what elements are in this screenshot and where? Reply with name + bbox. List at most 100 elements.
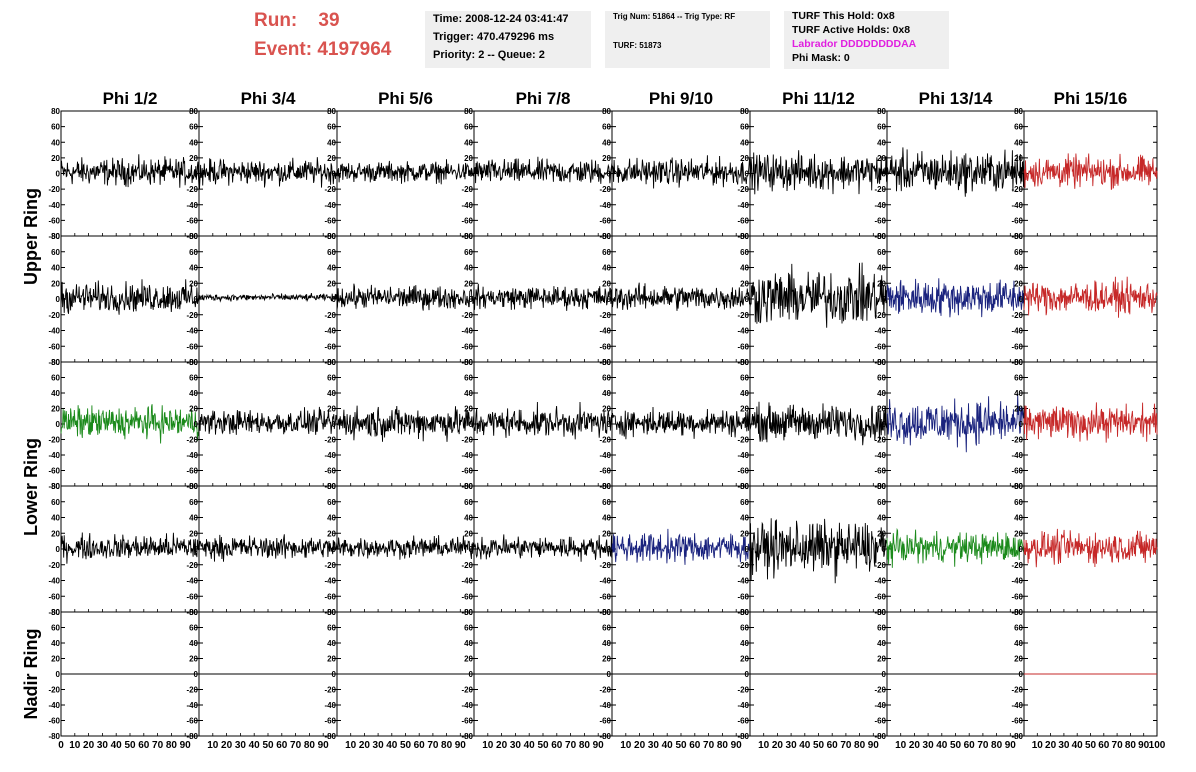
y-tick-label: -80 xyxy=(48,232,60,241)
column-title: Phi 15/16 xyxy=(1054,89,1128,108)
waveform-trace xyxy=(198,157,338,190)
event-value: 4197964 xyxy=(317,39,392,60)
y-tick-label: -20 xyxy=(461,185,473,194)
y-tick-label: 40 xyxy=(877,138,886,147)
y-tick-label: 20 xyxy=(464,405,473,414)
y-tick-label: 0 xyxy=(194,670,199,679)
x-tick-label: 30 xyxy=(648,740,660,751)
y-tick-label: -40 xyxy=(737,327,749,336)
y-tick-label: 20 xyxy=(877,279,886,288)
panel-frame xyxy=(60,485,200,613)
y-tick-label: -80 xyxy=(48,732,60,741)
y-tick-label: -20 xyxy=(1011,436,1023,445)
y-tick-label: 60 xyxy=(327,498,336,507)
turf-info-box: TURF This Hold: 0x8 TURF Active Holds: 0… xyxy=(784,10,949,69)
y-tick-label: 60 xyxy=(740,374,749,383)
y-tick-label: 40 xyxy=(877,389,886,398)
x-tick-label: 70 xyxy=(565,740,577,751)
y-tick-label: 0 xyxy=(332,420,337,429)
y-tick-label: 20 xyxy=(740,279,749,288)
y-tick-label: -20 xyxy=(324,311,336,320)
y-tick-label: -20 xyxy=(599,561,611,570)
y-tick-label: -20 xyxy=(599,185,611,194)
y-tick-label: 0 xyxy=(607,545,612,554)
y-tick-label: -40 xyxy=(324,451,336,460)
y-tick-label: 80 xyxy=(602,608,611,617)
y-tick-label: 80 xyxy=(189,482,198,491)
y-tick-label: -80 xyxy=(48,482,60,491)
y-tick-label: -40 xyxy=(324,327,336,336)
x-tick-label: 10 xyxy=(345,740,357,751)
y-tick-label: 0 xyxy=(882,170,887,179)
x-tick-label: 80 xyxy=(991,740,1003,751)
y-tick-label: -40 xyxy=(1011,451,1023,460)
y-tick-label: 80 xyxy=(189,358,198,367)
x-tick-label: 90 xyxy=(180,740,192,751)
y-tick-label: 60 xyxy=(464,374,473,383)
y-tick-label: 0 xyxy=(1019,295,1024,304)
x-tick-label: 100 xyxy=(1149,740,1166,751)
y-tick-label: 80 xyxy=(602,358,611,367)
column-title: Phi 3/4 xyxy=(241,89,296,108)
y-tick-label: 0 xyxy=(1019,170,1024,179)
y-tick-label: -20 xyxy=(1011,686,1023,695)
y-tick-label: 40 xyxy=(602,264,611,273)
y-tick-label: 80 xyxy=(1014,482,1023,491)
x-tick-label: 80 xyxy=(854,740,866,751)
waveform-trace xyxy=(886,147,1025,197)
y-tick-label: 60 xyxy=(189,374,198,383)
y-tick-label: 20 xyxy=(189,154,198,163)
priority-text: Priority: 2 -- Queue: 2 xyxy=(433,49,545,61)
y-tick-label: 20 xyxy=(189,279,198,288)
y-tick-label: 20 xyxy=(877,655,886,664)
waveform-trace xyxy=(749,401,888,446)
column-title: Phi 13/14 xyxy=(919,89,993,108)
y-tick-label: -60 xyxy=(324,342,336,351)
y-tick-label: -40 xyxy=(461,577,473,586)
waveform-trace xyxy=(749,262,888,328)
y-tick-label: 80 xyxy=(740,482,749,491)
y-tick-label: 80 xyxy=(877,358,886,367)
x-tick-label: 90 xyxy=(731,740,743,751)
y-tick-label: 0 xyxy=(607,670,612,679)
y-tick-label: -20 xyxy=(186,185,198,194)
y-tick-label: 0 xyxy=(882,420,887,429)
y-tick-label: 40 xyxy=(51,389,60,398)
y-tick-label: -40 xyxy=(48,201,60,210)
y-tick-label: -60 xyxy=(874,592,886,601)
y-tick-label: 20 xyxy=(1014,655,1023,664)
y-tick-label: 80 xyxy=(464,358,473,367)
y-tick-label: -20 xyxy=(461,686,473,695)
phi-mask-text: Phi Mask: 0 xyxy=(792,52,850,64)
y-tick-label: 0 xyxy=(56,670,61,679)
y-tick-label: -20 xyxy=(461,561,473,570)
y-tick-label: -40 xyxy=(874,701,886,710)
x-tick-label: 10 xyxy=(758,740,770,751)
y-tick-label: -40 xyxy=(874,577,886,586)
x-tick-label: 30 xyxy=(510,740,522,751)
waveform-trace xyxy=(886,393,1025,453)
y-tick-label: -60 xyxy=(461,592,473,601)
x-tick-label: 10 xyxy=(207,740,219,751)
y-tick-label: 0 xyxy=(194,545,199,554)
y-tick-label: 60 xyxy=(1014,498,1023,507)
y-tick-label: 0 xyxy=(882,545,887,554)
y-tick-label: -40 xyxy=(324,577,336,586)
x-tick-label: 60 xyxy=(414,740,426,751)
y-tick-label: 80 xyxy=(1014,358,1023,367)
y-tick-label: 60 xyxy=(740,123,749,132)
y-tick-label: -60 xyxy=(874,467,886,476)
x-tick-label: 80 xyxy=(579,740,591,751)
y-tick-label: -20 xyxy=(737,561,749,570)
y-tick-label: 40 xyxy=(740,639,749,648)
y-tick-label: -40 xyxy=(186,451,198,460)
y-tick-label: -40 xyxy=(186,201,198,210)
y-tick-label: -60 xyxy=(737,342,749,351)
y-tick-label: -60 xyxy=(48,717,60,726)
waveform-trace xyxy=(886,527,1025,568)
y-tick-label: 40 xyxy=(51,639,60,648)
x-tick-label: 40 xyxy=(662,740,674,751)
y-tick-label: 20 xyxy=(1014,405,1023,414)
column-title: Phi 11/12 xyxy=(782,89,855,108)
y-tick-label: -20 xyxy=(48,436,60,445)
